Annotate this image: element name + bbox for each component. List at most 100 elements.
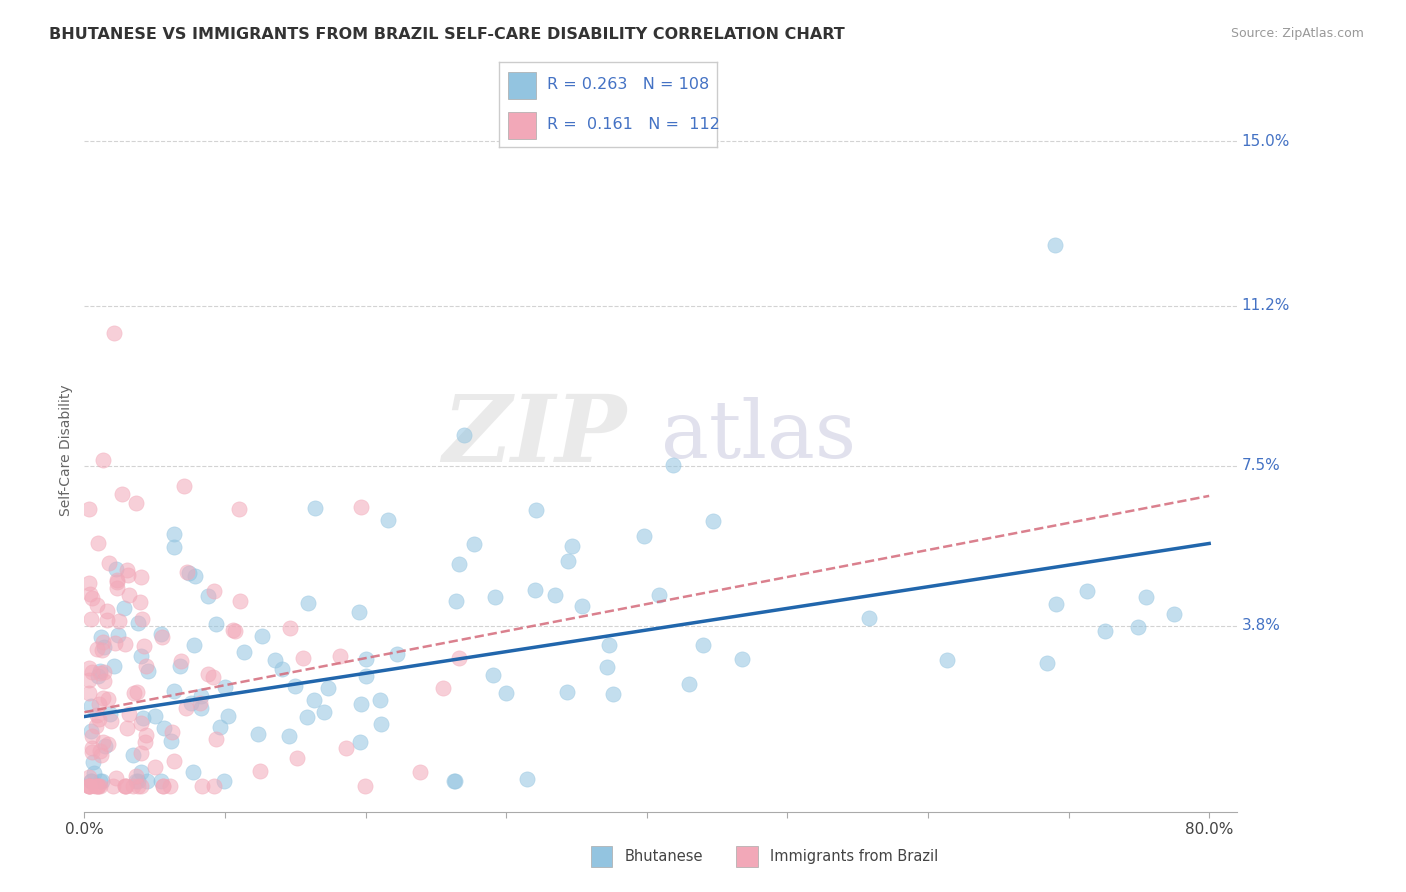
Point xyxy=(205,616,228,631)
Point xyxy=(197,667,219,681)
Point xyxy=(188,696,211,710)
Point xyxy=(443,774,465,789)
Point xyxy=(191,779,214,793)
Point xyxy=(349,735,371,749)
Point xyxy=(90,747,112,762)
Point xyxy=(481,668,503,682)
Point xyxy=(98,706,121,721)
Point xyxy=(86,642,108,657)
Point xyxy=(89,697,111,711)
Point xyxy=(91,734,114,748)
Point xyxy=(443,774,465,789)
Text: R = 0.263   N = 108: R = 0.263 N = 108 xyxy=(547,78,709,93)
Point xyxy=(80,612,103,626)
Point xyxy=(90,630,112,644)
Point xyxy=(127,774,149,789)
Point xyxy=(80,591,103,605)
Point xyxy=(152,779,174,793)
Point xyxy=(169,659,191,673)
Point xyxy=(129,764,152,779)
Point xyxy=(484,591,506,605)
Point xyxy=(80,774,103,789)
Point xyxy=(91,643,114,657)
Point xyxy=(86,779,108,793)
Point xyxy=(202,670,225,684)
Bar xyxy=(735,846,758,867)
Point xyxy=(105,771,128,785)
Point xyxy=(79,779,101,793)
Point xyxy=(935,653,957,667)
Point xyxy=(83,766,105,780)
Point xyxy=(678,677,700,691)
Point xyxy=(143,709,166,723)
Point xyxy=(370,716,392,731)
Point xyxy=(160,733,183,747)
Point xyxy=(354,779,377,793)
Text: 11.2%: 11.2% xyxy=(1241,298,1289,313)
Y-axis label: Self-Care Disability: Self-Care Disability xyxy=(59,384,73,516)
Point xyxy=(314,705,336,719)
Point xyxy=(77,779,100,793)
Point xyxy=(127,779,149,793)
Point xyxy=(329,648,352,663)
Point xyxy=(163,526,186,541)
Point xyxy=(90,774,112,789)
Point xyxy=(105,573,128,587)
Point xyxy=(453,428,475,442)
Point xyxy=(96,604,118,618)
Point xyxy=(94,739,117,753)
Point xyxy=(89,664,111,678)
Point xyxy=(83,779,105,793)
Point xyxy=(129,595,152,609)
Point xyxy=(173,479,195,493)
Point xyxy=(447,557,470,571)
Bar xyxy=(591,846,612,867)
Point xyxy=(86,598,108,612)
Point xyxy=(80,774,103,789)
Bar xyxy=(508,71,536,99)
Point xyxy=(176,566,198,580)
Point xyxy=(205,731,228,746)
Point xyxy=(197,589,219,603)
Point xyxy=(87,536,110,550)
Point xyxy=(118,707,141,722)
Point xyxy=(93,635,115,649)
Point xyxy=(79,673,101,687)
Point xyxy=(557,553,579,567)
Text: atlas: atlas xyxy=(661,397,856,475)
Point xyxy=(77,661,100,675)
Point xyxy=(149,774,172,789)
Point xyxy=(543,588,565,602)
Point xyxy=(111,487,134,501)
Point xyxy=(1135,590,1157,604)
Point xyxy=(77,779,100,793)
Point xyxy=(177,566,200,581)
Point xyxy=(122,686,145,700)
Point xyxy=(222,623,245,637)
Point xyxy=(89,665,111,680)
Point xyxy=(125,774,148,789)
Point xyxy=(170,654,193,668)
Point xyxy=(249,764,271,779)
Point xyxy=(77,501,100,516)
Point xyxy=(409,765,432,780)
Point xyxy=(107,581,129,595)
Point xyxy=(129,570,152,584)
Point xyxy=(96,613,118,627)
Point xyxy=(91,452,114,467)
Point xyxy=(246,726,269,740)
Text: BHUTANESE VS IMMIGRANTS FROM BRAZIL SELF-CARE DISABILITY CORRELATION CHART: BHUTANESE VS IMMIGRANTS FROM BRAZIL SELF… xyxy=(49,27,845,42)
Point xyxy=(98,557,121,571)
Point xyxy=(1163,607,1185,622)
Point xyxy=(283,679,305,693)
Point xyxy=(516,772,538,786)
Point xyxy=(132,711,155,725)
Point xyxy=(183,638,205,652)
Point xyxy=(80,723,103,738)
Point xyxy=(136,664,159,678)
Point xyxy=(1076,584,1098,599)
Point xyxy=(87,668,110,682)
Point xyxy=(100,714,122,728)
Point xyxy=(134,735,156,749)
Point xyxy=(163,540,186,554)
